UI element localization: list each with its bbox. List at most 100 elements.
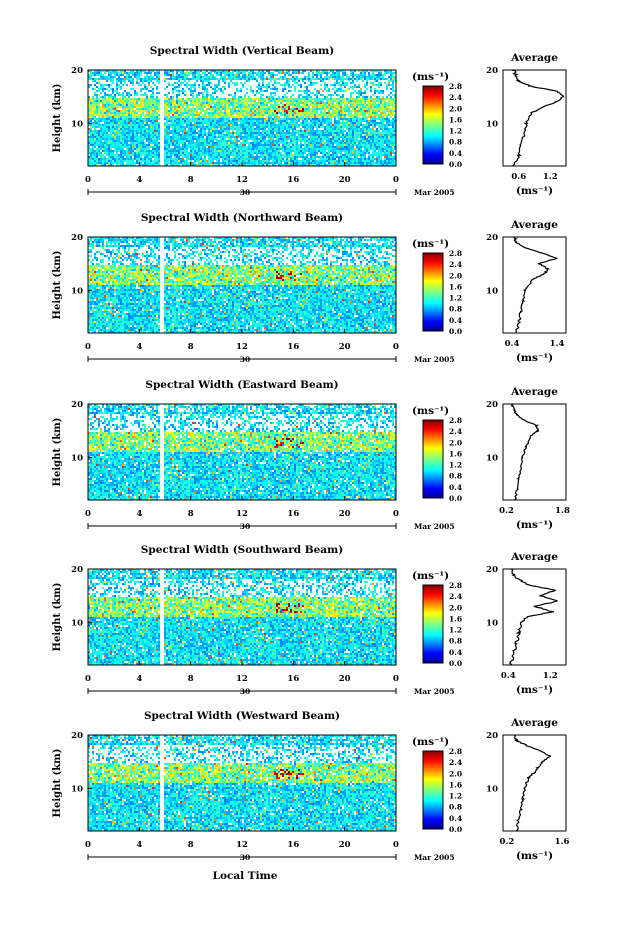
- panel-title: Spectral Width (Northward Beam): [141, 212, 343, 224]
- average-x-tick-label: 1.2: [543, 172, 558, 182]
- x-tick-label: 8: [188, 509, 194, 519]
- average-profile-line: [512, 70, 564, 166]
- y-axis-label: Height (km): [52, 84, 63, 153]
- x-tick-label: 20: [339, 840, 351, 850]
- colorbar-tick-label: 0.8: [449, 803, 462, 812]
- x-tick-label: 0: [85, 674, 91, 684]
- colorbar: [423, 253, 443, 331]
- day-label: 30: [240, 853, 250, 862]
- x-tick-label: 8: [188, 840, 194, 850]
- average-title: Average: [510, 386, 558, 398]
- panel-0: Spectral Width (Vertical Beam) Height (km…: [52, 45, 566, 197]
- colorbar-unit: (ms⁻¹): [412, 736, 449, 748]
- y-tick-label: 10: [71, 119, 83, 129]
- colorbar-unit: (ms⁻¹): [412, 238, 449, 250]
- figure: Spectral Width (Vertical Beam) Height (km…: [0, 0, 622, 929]
- panel-1: Spectral Width (Northward Beam) Height (k…: [52, 212, 566, 364]
- colorbar-tick-label: 2.0: [449, 104, 462, 113]
- colorbar-tick-label: 2.4: [449, 427, 462, 436]
- colorbar-tick-label: 0.0: [449, 494, 462, 503]
- average-x-label: (ms⁻¹): [516, 352, 553, 364]
- colorbar-tick-label: 2.0: [449, 603, 462, 612]
- x-tick-label: 20: [339, 509, 351, 519]
- y-axis-label: Height (km): [52, 583, 63, 652]
- colorbar-tick-label: 2.8: [449, 416, 462, 425]
- heatmap: [88, 237, 396, 333]
- average-x-label: (ms⁻¹): [516, 519, 553, 531]
- colorbar-tick-label: 0.0: [449, 160, 462, 169]
- colorbar-tick-label: 2.0: [449, 769, 462, 778]
- colorbar-tick-label: 0.8: [449, 305, 462, 314]
- average-frame: [503, 237, 566, 333]
- colorbar-tick-label: 0.4: [449, 648, 462, 657]
- x-tick-label: 0: [393, 840, 399, 850]
- panel-3: Spectral Width (Southward Beam) Height (k…: [52, 544, 566, 696]
- colorbar-tick-label: 2.4: [449, 260, 462, 269]
- average-x-tick-label: 1.2: [543, 671, 558, 681]
- x-tick-label: 0: [85, 509, 91, 519]
- x-tick-label: 0: [393, 175, 399, 185]
- average-y-tick-label: 20: [486, 66, 498, 76]
- x-tick-label: 12: [236, 674, 248, 684]
- day-label: 30: [240, 188, 250, 197]
- x-axis-label: Local Time: [213, 870, 278, 882]
- colorbar-tick-label: 0.4: [449, 814, 462, 823]
- x-tick-label: 0: [393, 509, 399, 519]
- colorbar-tick-label: 2.4: [449, 758, 462, 767]
- average-x-label: (ms⁻¹): [516, 850, 553, 862]
- panel-4: Spectral Width (Westward Beam)Height (km…: [52, 710, 570, 862]
- colorbar-tick-label: 2.8: [449, 82, 462, 91]
- average-x-tick-label: 0.2: [499, 506, 514, 516]
- average-title: Average: [510, 219, 558, 231]
- heatmap: [88, 735, 396, 831]
- colorbar-tick-label: 2.8: [449, 581, 462, 590]
- colorbar-tick-label: 2.8: [449, 249, 462, 258]
- average-y-tick-label: 10: [486, 453, 498, 463]
- average-x-label: (ms⁻¹): [516, 185, 553, 197]
- x-tick-label: 12: [236, 840, 248, 850]
- x-tick-label: 8: [188, 342, 194, 352]
- y-tick-label: 20: [71, 400, 83, 410]
- date-label: Mar 2005: [414, 853, 455, 862]
- colorbar-tick-label: 1.6: [449, 115, 462, 124]
- x-tick-label: 12: [236, 175, 248, 185]
- panel-title: Spectral Width (Southward Beam): [141, 544, 343, 556]
- average-x-tick-label: 0.4: [505, 339, 520, 349]
- date-label: Mar 2005: [414, 355, 455, 364]
- heatmap: [88, 569, 396, 665]
- average-y-tick-label: 10: [486, 784, 498, 794]
- average-y-tick-label: 20: [486, 565, 498, 575]
- average-x-tick-label: 1.4: [550, 339, 565, 349]
- colorbar: [423, 420, 443, 498]
- y-tick-label: 10: [71, 453, 83, 463]
- colorbar-tick-label: 2.0: [449, 271, 462, 280]
- colorbar-tick-label: 1.2: [449, 127, 462, 136]
- x-tick-label: 20: [339, 175, 351, 185]
- x-tick-label: 16: [287, 175, 299, 185]
- x-tick-label: 12: [236, 509, 248, 519]
- average-profile-line: [511, 404, 539, 500]
- average-profile-line: [514, 237, 557, 333]
- panel-title: Spectral Width (Vertical Beam): [150, 45, 334, 57]
- x-tick-label: 4: [136, 840, 142, 850]
- y-axis-label: Height (km): [52, 251, 63, 320]
- date-label: Mar 2005: [414, 188, 455, 197]
- colorbar-tick-label: 0.8: [449, 472, 462, 481]
- average-y-tick-label: 20: [486, 731, 498, 741]
- colorbar-tick-label: 0.0: [449, 327, 462, 336]
- day-label: 30: [240, 687, 250, 696]
- colorbar-tick-label: 0.4: [449, 316, 462, 325]
- average-y-tick-label: 20: [486, 233, 498, 243]
- y-tick-label: 10: [71, 286, 83, 296]
- panel-title: Spectral Width (Westward Beam): [144, 710, 340, 722]
- colorbar-tick-label: 1.2: [449, 294, 462, 303]
- colorbar-tick-label: 1.6: [449, 282, 462, 291]
- colorbar: [423, 751, 443, 829]
- x-tick-label: 16: [287, 840, 299, 850]
- x-tick-label: 16: [287, 342, 299, 352]
- x-tick-label: 20: [339, 674, 351, 684]
- average-y-tick-label: 20: [486, 400, 498, 410]
- y-tick-label: 10: [71, 784, 83, 794]
- average-frame: [503, 735, 566, 831]
- day-label: 30: [240, 522, 250, 531]
